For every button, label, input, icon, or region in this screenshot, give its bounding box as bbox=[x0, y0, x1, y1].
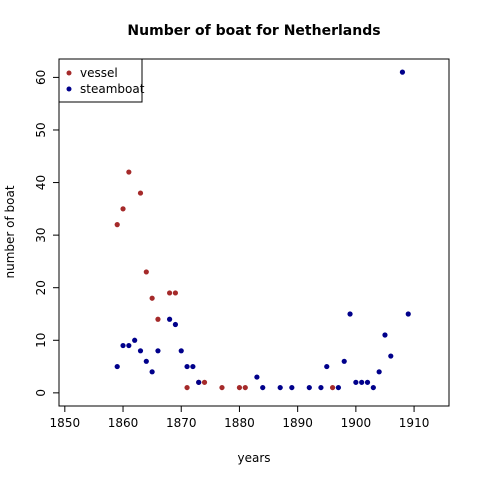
point-steamboat bbox=[178, 348, 184, 354]
point-steamboat bbox=[359, 379, 365, 385]
y-tick-label: 50 bbox=[34, 122, 48, 137]
point-vessel bbox=[236, 384, 243, 391]
point-steamboat bbox=[166, 316, 173, 322]
point-vessel bbox=[126, 169, 132, 175]
point-vessel bbox=[120, 206, 126, 212]
legend: vessel steamboat bbox=[58, 58, 145, 103]
legend-box bbox=[58, 58, 143, 103]
data-points bbox=[114, 69, 411, 391]
legend-marker-vessel bbox=[66, 70, 72, 76]
point-steamboat bbox=[277, 384, 283, 391]
point-steamboat bbox=[347, 311, 353, 317]
y-axis-label: number of boat bbox=[3, 185, 17, 278]
y-tick-label: 0 bbox=[34, 389, 48, 397]
point-steamboat bbox=[335, 384, 342, 391]
point-steamboat bbox=[114, 363, 120, 370]
chart-title: Number of boat for Netherlands bbox=[127, 23, 380, 39]
point-vessel bbox=[137, 190, 144, 196]
point-steamboat bbox=[289, 384, 295, 391]
x-tick-label: 1900 bbox=[341, 416, 372, 430]
point-vessel bbox=[329, 384, 336, 391]
point-vessel bbox=[155, 316, 161, 322]
point-steamboat bbox=[405, 311, 411, 317]
point-steamboat bbox=[353, 379, 359, 385]
point-steamboat bbox=[364, 379, 371, 385]
plot-frame bbox=[58, 58, 450, 407]
legend-label-steamboat: steamboat bbox=[80, 82, 145, 96]
y-tick-label: 60 bbox=[34, 70, 48, 85]
point-vessel bbox=[149, 295, 155, 301]
x-tick-label: 1880 bbox=[224, 416, 255, 430]
point-vessel bbox=[172, 290, 179, 296]
point-steamboat bbox=[388, 353, 394, 359]
y-tick-label: 20 bbox=[34, 280, 48, 295]
point-steamboat bbox=[132, 337, 138, 343]
point-steamboat bbox=[370, 384, 376, 391]
point-vessel bbox=[166, 290, 173, 296]
point-steamboat bbox=[126, 342, 132, 349]
point-steamboat bbox=[254, 374, 260, 380]
point-steamboat bbox=[324, 363, 330, 370]
point-steamboat bbox=[318, 384, 324, 391]
y-tick-label: 30 bbox=[34, 227, 48, 242]
point-steamboat bbox=[399, 69, 406, 75]
legend-marker-steamboat bbox=[66, 86, 72, 92]
x-axis: 1850 1860 1870 1880 1890 1900 1910 bbox=[50, 406, 430, 430]
point-steamboat bbox=[120, 342, 126, 349]
point-vessel bbox=[114, 222, 120, 228]
point-steamboat bbox=[137, 348, 144, 354]
point-steamboat bbox=[155, 348, 161, 354]
x-tick-label: 1870 bbox=[166, 416, 197, 430]
point-steamboat bbox=[184, 363, 190, 370]
x-tick-label: 1890 bbox=[282, 416, 313, 430]
x-tick-label: 1860 bbox=[108, 416, 139, 430]
point-steamboat bbox=[260, 384, 266, 391]
x-tick-label: 1910 bbox=[399, 416, 430, 430]
y-tick-label: 10 bbox=[34, 333, 48, 348]
x-tick-label: 1850 bbox=[50, 416, 81, 430]
point-vessel bbox=[184, 384, 190, 391]
point-vessel bbox=[242, 384, 248, 391]
point-vessel bbox=[201, 379, 208, 385]
point-steamboat bbox=[382, 332, 388, 338]
point-steamboat bbox=[172, 321, 179, 328]
y-axis: 0 10 20 30 40 50 60 bbox=[34, 70, 59, 397]
point-steamboat bbox=[149, 369, 155, 375]
x-axis-label: years bbox=[237, 451, 270, 465]
legend-label-vessel: vessel bbox=[80, 66, 118, 80]
point-steamboat bbox=[143, 358, 149, 364]
point-steamboat bbox=[190, 363, 196, 370]
point-steamboat bbox=[341, 358, 347, 364]
y-tick-label: 40 bbox=[34, 175, 48, 190]
point-steamboat bbox=[196, 379, 202, 385]
point-steamboat bbox=[306, 384, 312, 391]
point-steamboat bbox=[376, 369, 382, 375]
point-vessel bbox=[219, 384, 225, 391]
point-vessel bbox=[143, 269, 149, 275]
